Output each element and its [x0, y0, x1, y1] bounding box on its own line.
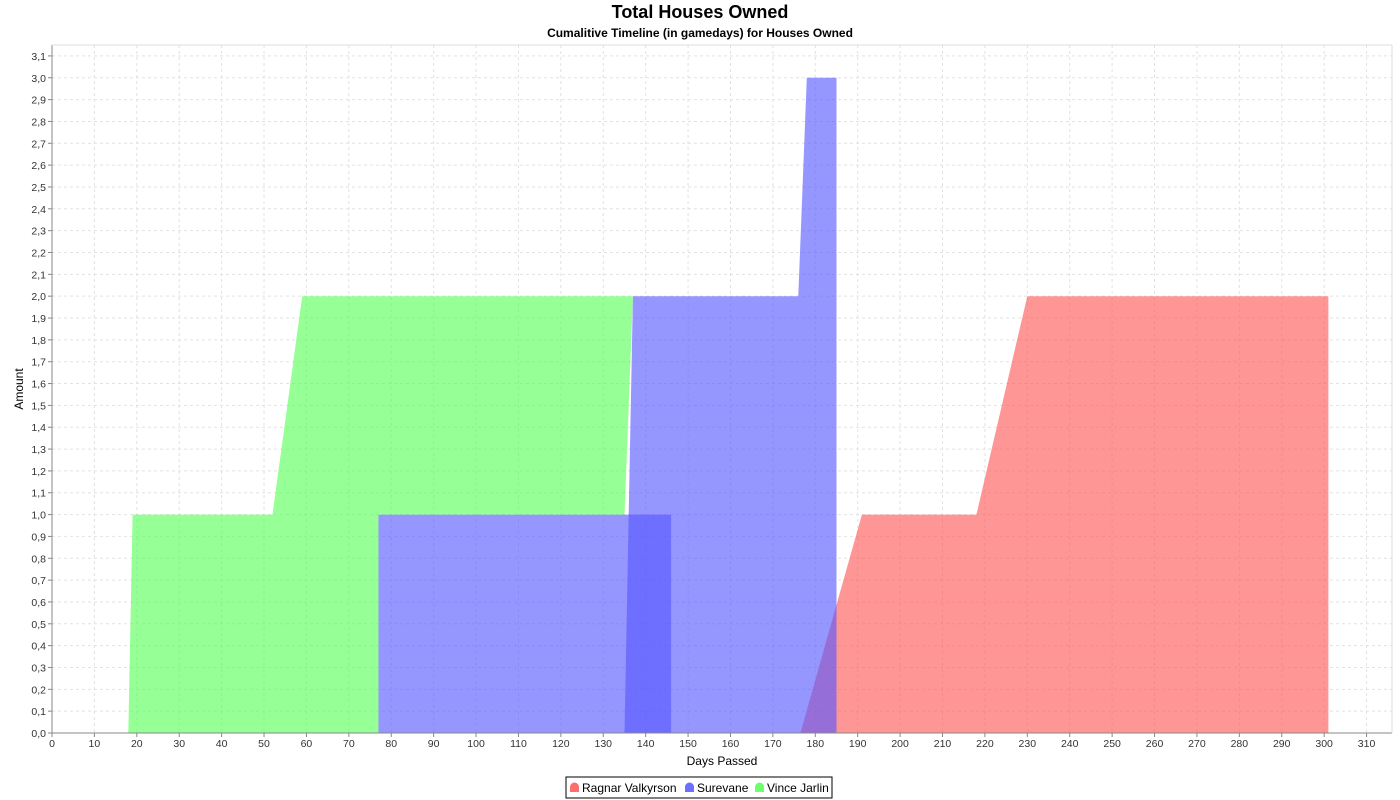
series-area — [800, 296, 1329, 733]
x-tick-label: 100 — [467, 738, 485, 750]
y-tick-label: 0,8 — [31, 553, 46, 565]
chart-title: Total Houses Owned — [611, 2, 789, 22]
x-tick-label: 260 — [1146, 738, 1164, 750]
x-tick-label: 250 — [1103, 738, 1121, 750]
y-tick-label: 1,5 — [31, 400, 46, 412]
series-area — [378, 514, 672, 733]
y-tick-label: 0,4 — [31, 641, 46, 653]
y-tick-label: 1,8 — [31, 335, 46, 347]
y-tick-label: 1,2 — [31, 466, 46, 478]
y-tick-label: 0,0 — [31, 728, 46, 740]
x-tick-label: 80 — [385, 738, 397, 750]
y-tick-label: 2,0 — [31, 291, 46, 303]
legend-swatch — [685, 782, 694, 792]
y-tick-label: 1,0 — [31, 510, 46, 522]
y-tick-label: 0,1 — [31, 706, 46, 718]
x-tick-label: 70 — [343, 738, 355, 750]
y-tick-label: 1,9 — [31, 313, 46, 325]
y-tick-label: 2,1 — [31, 269, 46, 281]
y-tick-label: 0,7 — [31, 575, 46, 587]
x-tick-label: 140 — [637, 738, 655, 750]
x-tick-label: 40 — [216, 738, 228, 750]
y-tick-label: 0,6 — [31, 597, 46, 609]
x-tick-label: 290 — [1273, 738, 1291, 750]
x-tick-label: 160 — [722, 738, 740, 750]
x-tick-label: 220 — [976, 738, 994, 750]
y-tick-label: 0,5 — [31, 619, 46, 631]
series-area — [624, 77, 837, 734]
y-tick-label: 2,3 — [31, 226, 46, 238]
chart-subtitle: Cumalitive Timeline (in gamedays) for Ho… — [547, 26, 853, 40]
y-tick-label: 2,8 — [31, 116, 46, 128]
x-tick-label: 110 — [510, 738, 527, 750]
y-tick-label: 2,2 — [31, 247, 46, 259]
x-tick-label: 130 — [595, 738, 613, 750]
series-area — [128, 296, 633, 733]
x-tick-label: 300 — [1315, 738, 1333, 750]
x-tick-label: 10 — [89, 738, 101, 750]
y-tick-label: 3,0 — [31, 73, 46, 85]
legend: Ragnar Valkyrson Surevane Vince Jarlin — [565, 776, 833, 799]
x-tick-label: 310 — [1358, 738, 1376, 750]
legend-label: Vince Jarlin — [767, 781, 829, 795]
y-tick-label: 1,4 — [31, 422, 46, 434]
legend-swatch — [755, 782, 764, 792]
y-tick-label: 0,3 — [31, 662, 46, 674]
y-tick-label: 2,9 — [31, 95, 46, 107]
x-tick-label: 200 — [891, 738, 909, 750]
x-tick-label: 270 — [1188, 738, 1206, 750]
x-tick-label: 170 — [764, 738, 782, 750]
x-axis-title: Days Passed — [687, 754, 758, 768]
y-tick-label: 2,6 — [31, 160, 46, 172]
y-tick-label: 2,5 — [31, 182, 46, 194]
x-tick-label: 190 — [849, 738, 867, 750]
y-tick-label: 1,7 — [31, 357, 46, 369]
legend-swatch — [570, 782, 579, 792]
x-tick-label: 0 — [49, 738, 55, 750]
x-tick-label: 30 — [173, 738, 185, 750]
y-tick-label: 0,2 — [31, 684, 46, 696]
x-tick-label: 150 — [679, 738, 697, 750]
legend-box — [565, 776, 833, 799]
x-tick-label: 90 — [428, 738, 440, 750]
x-tick-label: 240 — [1061, 738, 1079, 750]
y-tick-label: 3,1 — [31, 51, 46, 63]
y-tick-label: 0,9 — [31, 531, 46, 543]
y-tick-label: 2,4 — [31, 204, 46, 216]
y-axis-title: Amount — [12, 368, 26, 410]
x-tick-label: 230 — [1019, 738, 1037, 750]
legend-label: Ragnar Valkyrson — [582, 781, 677, 795]
x-tick-label: 120 — [552, 738, 570, 750]
legend-label: Surevane — [697, 781, 749, 795]
axes: 0 10 20 30 40 50 60 70 80 90 100 110 120 130 140 150 160… — [31, 44, 1393, 750]
y-tick-label: 1,1 — [31, 488, 46, 500]
y-tick-label: 2,7 — [31, 138, 46, 150]
x-tick-label: 20 — [131, 738, 143, 750]
x-tick-label: 180 — [807, 738, 825, 750]
x-tick-label: 210 — [934, 738, 952, 750]
x-tick-label: 60 — [301, 738, 313, 750]
y-tick-label: 1,3 — [31, 444, 46, 456]
series-areas — [128, 77, 1329, 734]
x-tick-label: 50 — [258, 738, 270, 750]
y-tick-label: 1,6 — [31, 379, 46, 391]
x-tick-label: 280 — [1231, 738, 1249, 750]
